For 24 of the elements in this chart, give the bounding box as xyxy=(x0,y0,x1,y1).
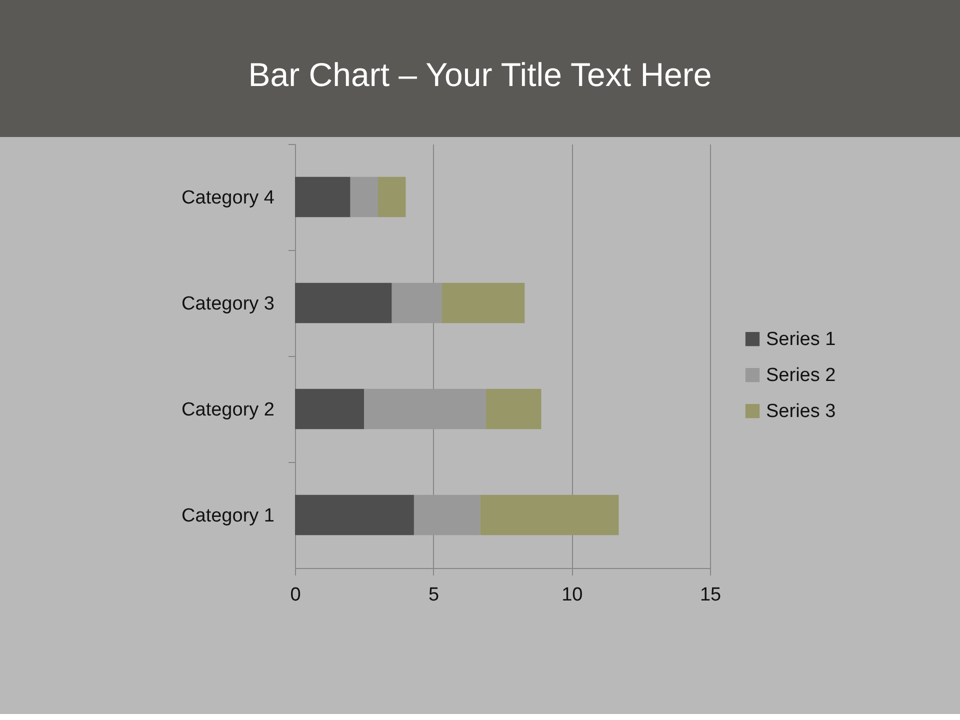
bar xyxy=(414,494,480,536)
x-tick-label: 15 xyxy=(700,584,722,606)
legend-label: Series 2 xyxy=(766,365,836,386)
chart-title: Bar Chart – Your Title Text Here xyxy=(248,56,712,93)
x-tick-label: 0 xyxy=(290,584,301,606)
bar xyxy=(392,282,442,324)
x-tick-label: 10 xyxy=(562,584,583,606)
y-tick-label: Category 4 xyxy=(182,188,275,208)
bar xyxy=(295,282,392,324)
bar xyxy=(480,494,619,536)
bar xyxy=(350,176,378,218)
legend-label: Series 3 xyxy=(766,401,836,422)
bar xyxy=(378,176,406,218)
bar xyxy=(486,388,542,430)
bar xyxy=(442,282,525,324)
y-tick-label: Category 1 xyxy=(182,506,274,526)
bar xyxy=(295,494,414,536)
bar xyxy=(295,388,364,430)
bar xyxy=(364,388,486,430)
x-tick-label: 5 xyxy=(428,584,440,606)
y-tick-label: Category 3 xyxy=(182,294,274,314)
legend-label: Series 1 xyxy=(766,329,836,350)
y-tick-label: Category 2 xyxy=(182,400,274,420)
bar xyxy=(295,176,350,218)
